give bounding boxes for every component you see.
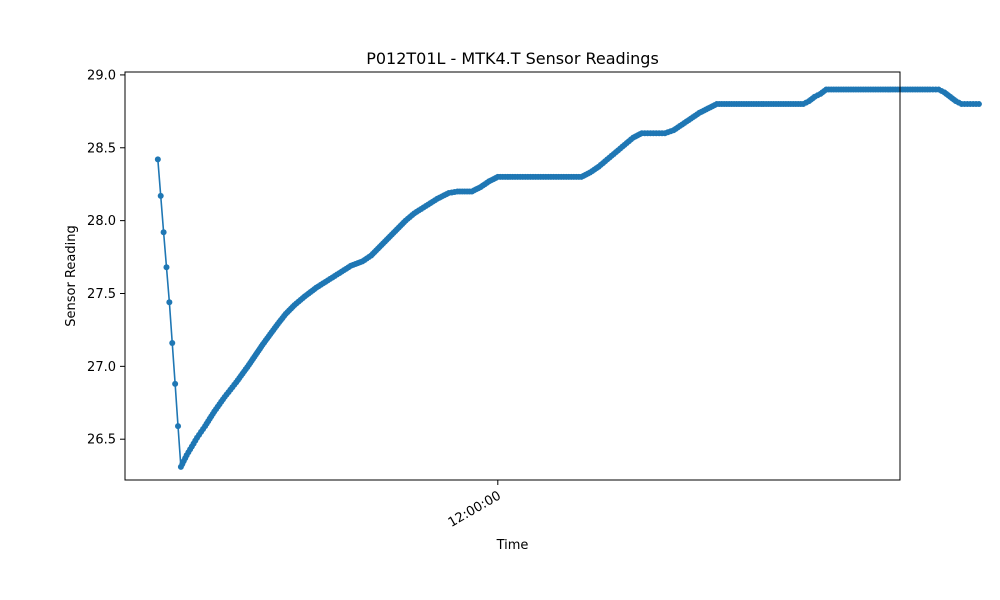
y-axis: 26.5 27.0 27.5 28.0 28.5 29.0	[87, 68, 125, 448]
x-axis: 12:00:00	[446, 480, 504, 531]
data-point	[163, 264, 170, 271]
data-point	[169, 340, 176, 347]
y-tick-label: 29.0	[87, 68, 116, 83]
data-point	[166, 299, 173, 306]
x-axis-label: Time	[496, 538, 529, 553]
axes-layer	[124, 71, 901, 481]
data-point	[157, 192, 164, 199]
x-tick-label: 12:00:00	[446, 488, 504, 530]
y-tick-label: 26.5	[87, 433, 116, 448]
plot-frame	[124, 71, 901, 481]
y-axis-label: Sensor Reading	[64, 225, 79, 326]
data-point	[172, 380, 179, 387]
plot-area	[125, 72, 900, 480]
chart-title: P012T01L - MTK4.T Sensor Readings	[366, 49, 659, 68]
data-point	[175, 423, 182, 430]
data-point	[975, 101, 982, 108]
y-tick-label: 27.0	[87, 360, 116, 375]
data-point	[154, 156, 161, 163]
series-layer	[154, 86, 982, 470]
y-tick-label: 28.5	[87, 141, 116, 156]
y-tick-label: 28.0	[87, 214, 116, 229]
data-point	[160, 229, 167, 236]
y-tick-label: 27.5	[87, 287, 116, 302]
